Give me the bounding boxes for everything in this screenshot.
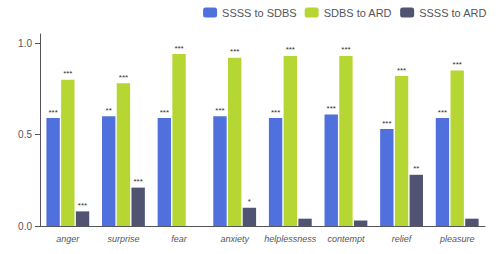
svg-text:*: * [248, 197, 251, 206]
svg-text:relief: relief [392, 234, 413, 244]
svg-text:SSSS to SDBS: SSSS to SDBS [222, 7, 297, 19]
svg-text:anxiety: anxiety [220, 234, 249, 244]
svg-text:***: *** [174, 44, 183, 53]
svg-text:0.0: 0.0 [18, 221, 32, 232]
svg-text:***: *** [78, 201, 87, 210]
svg-text:***: *** [119, 73, 128, 82]
svg-text:SSSS to ARD: SSSS to ARD [419, 7, 486, 19]
svg-text:***: *** [160, 108, 169, 117]
svg-text:***: *** [48, 108, 57, 117]
svg-text:***: *** [133, 177, 142, 186]
svg-text:***: *** [397, 66, 406, 75]
svg-text:anger: anger [56, 234, 80, 244]
svg-text:***: *** [63, 69, 72, 78]
svg-text:pleasure: pleasure [439, 234, 475, 244]
svg-text:0.5: 0.5 [18, 129, 32, 140]
svg-text:***: *** [230, 47, 239, 56]
svg-text:**: ** [413, 164, 419, 173]
svg-text:***: *** [286, 45, 295, 54]
svg-text:fear: fear [171, 234, 188, 244]
svg-text:contempt: contempt [327, 234, 365, 244]
svg-text:***: *** [453, 60, 462, 69]
svg-text:***: *** [438, 108, 447, 117]
svg-text:surprise: surprise [107, 234, 139, 244]
svg-text:SDBS to ARD: SDBS to ARD [324, 7, 392, 19]
svg-text:***: *** [271, 108, 280, 117]
svg-text:***: *** [327, 104, 336, 113]
svg-text:**: ** [106, 106, 112, 115]
svg-text:helplessness: helplessness [264, 234, 317, 244]
svg-text:***: *** [215, 106, 224, 115]
svg-text:***: *** [382, 119, 391, 128]
svg-text:***: *** [341, 45, 350, 54]
svg-text:1.0: 1.0 [18, 38, 32, 49]
